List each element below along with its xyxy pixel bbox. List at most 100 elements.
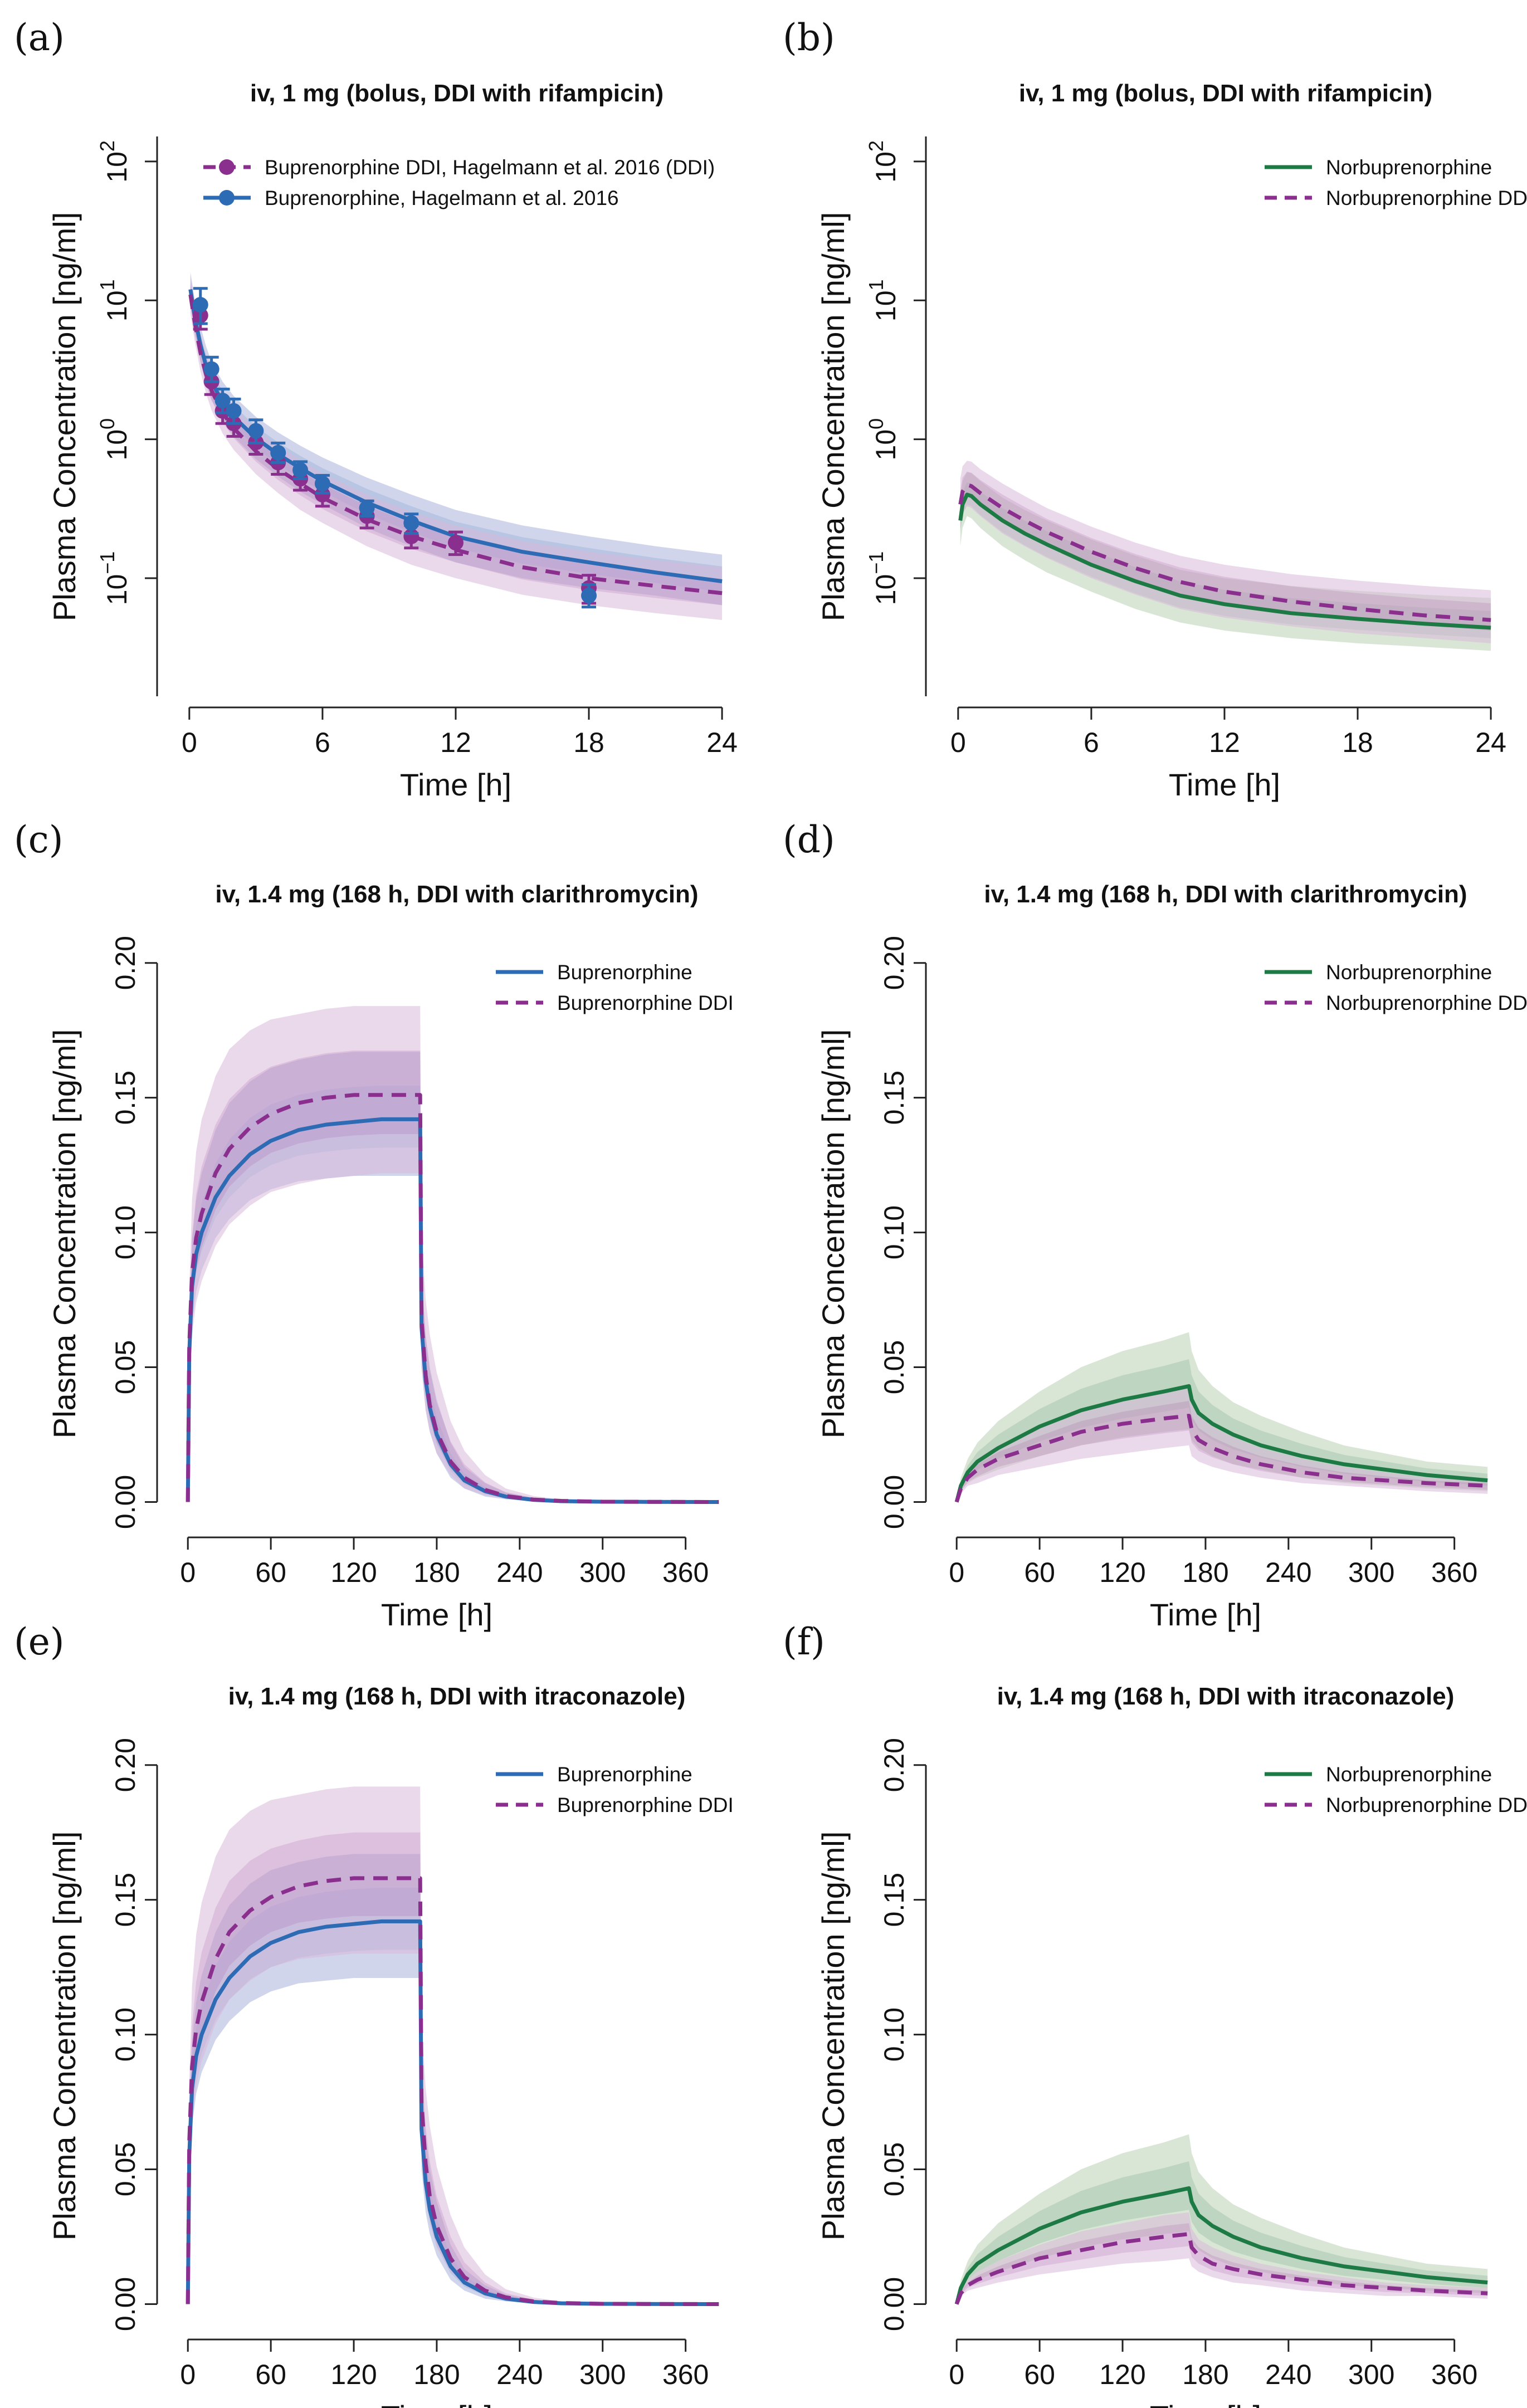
y-axis-label: Plasma Concentration [ng/ml] — [816, 212, 851, 622]
series-line-buprenorphine — [188, 289, 723, 584]
legend: Norbuprenorphine Norbuprenorphine DDI — [1265, 961, 1527, 1014]
x-tick-label: 240 — [496, 1557, 543, 1588]
x-axis-label: Time [h] — [381, 2399, 492, 2408]
series-line-norbuprenorphine — [954, 2186, 1488, 2305]
legend-entry: Norbuprenorphine — [1326, 961, 1492, 984]
chart-title: iv, 1.4 mg (168 h, DDI with itraconazole… — [228, 1683, 686, 1710]
series-line-norbuprenorphine — [954, 1384, 1488, 1503]
y-tick-label: 0.10 — [879, 2008, 910, 2062]
y-axis-label: Plasma Concentration [ng/ml] — [816, 1029, 851, 1439]
chart-title: iv, 1.4 mg (168 h, DDI with clarithromyc… — [215, 881, 698, 908]
legend: Buprenorphine Buprenorphine DDI — [496, 961, 734, 1014]
y-tick-exponent: 2 — [865, 140, 887, 152]
y-tick-base: 10 — [101, 290, 133, 321]
x-tick-label: 300 — [1348, 1557, 1394, 1588]
panel-letter: (d) — [783, 818, 835, 861]
band-norbuprenorphine-ddi — [957, 2212, 1488, 2304]
x-tick-label: 300 — [579, 1557, 626, 1588]
panel-letter: (f) — [783, 1620, 825, 1663]
x-tick-label: 24 — [706, 727, 738, 758]
legend-entry: Buprenorphine DDI — [557, 1794, 734, 1816]
y-tick-label: 0.20 — [110, 936, 141, 990]
series-line-norbuprenorphine-ddi — [954, 1414, 1488, 1503]
x-tick-label: 120 — [1099, 1557, 1145, 1588]
data-point — [359, 500, 375, 516]
data-point — [192, 297, 208, 313]
x-tick-label: 180 — [1182, 2359, 1228, 2390]
x-tick-label: 360 — [662, 1557, 709, 1588]
chart-panel-a: (a) iv, 1 mg (bolus, DDI with rifampicin)… — [14, 16, 738, 802]
data-point — [403, 515, 419, 531]
x-tick-label: 12 — [1209, 727, 1240, 758]
legend: Norbuprenorphine Norbuprenorphine DDI — [1265, 156, 1527, 209]
y-tick-label: 0.00 — [879, 1475, 910, 1529]
y-tick-exponent: −1 — [96, 551, 119, 574]
chart-title: iv, 1.4 mg (168 h, DDI with itraconazole… — [997, 1683, 1455, 1710]
plot-area — [186, 1786, 719, 2306]
y-tick-base: 10 — [870, 574, 901, 605]
data-point — [314, 476, 330, 492]
y-tick-label: 0.05 — [110, 1340, 141, 1394]
x-tick-label: 120 — [330, 1557, 377, 1588]
y-tick-label-group: 100 — [96, 418, 133, 461]
y-tick-base: 10 — [101, 429, 133, 461]
y-tick-label-group: 10−1 — [96, 551, 133, 605]
y-tick-exponent: 1 — [96, 279, 119, 290]
series-line-norbuprenorphine-ddi — [958, 482, 1491, 622]
y-tick-label: 0.05 — [110, 2142, 141, 2196]
panel-letter: (c) — [14, 818, 63, 861]
legend-marker — [219, 190, 235, 206]
x-tick-label: 6 — [315, 727, 330, 758]
panel-letter: (b) — [783, 16, 835, 59]
x-tick-label: 18 — [1342, 727, 1373, 758]
legend-entry: Buprenorphine — [557, 961, 692, 984]
band-buprenorphine-ddi — [188, 1786, 719, 2304]
x-tick-label: 6 — [1084, 727, 1099, 758]
x-tick-label: 0 — [950, 727, 966, 758]
data-point — [581, 588, 597, 604]
x-tick-label: 240 — [1265, 2359, 1311, 2390]
y-tick-exponent: −1 — [865, 551, 887, 574]
x-tick-label: 12 — [440, 727, 471, 758]
legend-entry: Buprenorphine — [557, 1763, 692, 1786]
y-tick-label: 0.15 — [879, 1873, 910, 1927]
y-tick-exponent: 0 — [865, 418, 887, 429]
x-tick-label: 180 — [1182, 1557, 1228, 1588]
y-tick-label: 102 — [96, 140, 133, 183]
chart-title: iv, 1 mg (bolus, DDI with rifampicin) — [250, 80, 664, 107]
axes: 0 60 120 180 240 300 360 Time [h] 0.00 0.05 0.10 0.… — [816, 936, 1477, 1632]
x-tick-label: 0 — [180, 1557, 196, 1588]
y-tick-label: 0.15 — [110, 1873, 141, 1927]
y-tick-base: 10 — [101, 152, 133, 183]
y-tick-label-group: 100 — [865, 418, 901, 461]
plot-area — [188, 272, 723, 621]
chart-title: iv, 1.4 mg (168 h, DDI with clarithromyc… — [984, 881, 1467, 908]
series-line-norbuprenorphine — [958, 492, 1491, 630]
data-point — [226, 403, 242, 419]
x-tick-label: 240 — [496, 2359, 543, 2390]
y-tick-exponent: 1 — [865, 279, 887, 290]
y-tick-label: 102 — [865, 140, 901, 183]
x-tick-label: 60 — [1024, 2359, 1055, 2390]
x-tick-label: 360 — [1431, 1557, 1477, 1588]
panel-letter: (a) — [14, 16, 65, 59]
y-tick-label: 0.20 — [879, 936, 910, 990]
legend-entry: Norbuprenorphine — [1326, 156, 1492, 179]
axes: 0 60 120 180 240 300 360 Time [h] 0.00 0.05 0.10 0.… — [47, 936, 709, 1632]
chart-panel-b: (b) iv, 1 mg (bolus, DDI with rifampicin)… — [783, 16, 1527, 802]
series-line-norbuprenorphine-ddi — [954, 2232, 1488, 2305]
x-tick-label: 60 — [1024, 1557, 1055, 1588]
legend-entry: Norbuprenorphine DDI — [1326, 991, 1527, 1014]
legend-entry: Buprenorphine DDI — [557, 991, 734, 1014]
band-norbuprenorphine — [957, 2134, 1488, 2304]
y-tick-label: 0.15 — [110, 1071, 141, 1125]
data-point — [248, 423, 264, 439]
series-line-buprenorphine-ddi — [186, 1093, 719, 1504]
data-point — [214, 393, 231, 409]
x-axis-label: Time [h] — [1169, 767, 1280, 802]
data-point — [314, 486, 330, 502]
y-tick-label: 101 — [865, 279, 901, 321]
